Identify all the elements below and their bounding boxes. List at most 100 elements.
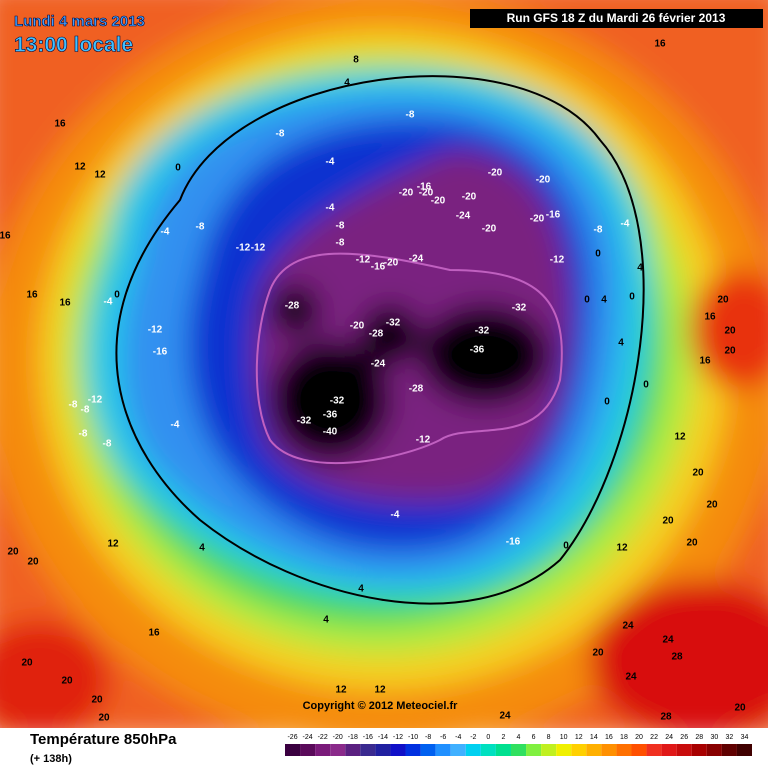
contour-label: 20 bbox=[7, 547, 19, 558]
contour-label: 28 bbox=[671, 652, 683, 663]
legend-label: 10 bbox=[560, 734, 568, 741]
contour-label: 0 bbox=[563, 541, 569, 552]
contour-label: -4 bbox=[326, 203, 335, 214]
contour-label: 4 bbox=[601, 295, 607, 306]
contour-label: 0 bbox=[604, 397, 610, 408]
contour-label: 12 bbox=[94, 170, 106, 181]
run-info: Run GFS 18 Z du Mardi 26 février 2013 bbox=[507, 11, 726, 25]
legend-label: -14 bbox=[378, 734, 388, 741]
contour-label: -16 bbox=[371, 262, 386, 273]
forecast-time: 13:00 locale bbox=[14, 34, 133, 57]
legend-label: 30 bbox=[710, 734, 718, 741]
color-legend: -26 -24 -22 -20 -18 -16 -14 -12 -10 -8 -6 -4 -2 0 2 4 6 8… bbox=[285, 734, 752, 756]
legend-label: -6 bbox=[440, 734, 446, 741]
contour-label: -8 bbox=[406, 110, 415, 121]
contour-label: -16 bbox=[417, 182, 432, 193]
contour-label: 20 bbox=[61, 676, 73, 687]
legend-swatch bbox=[721, 744, 737, 756]
contour-label: 4 bbox=[358, 584, 364, 595]
contour-label: -8 bbox=[196, 222, 205, 233]
contour-label: 16 bbox=[59, 298, 71, 309]
contour-label: -32 bbox=[475, 326, 490, 337]
legend-swatch bbox=[571, 744, 587, 756]
contour-label: 20 bbox=[724, 346, 736, 357]
legend-swatch bbox=[556, 744, 572, 756]
contour-label: 4 bbox=[637, 263, 643, 274]
contour-label: 0 bbox=[114, 290, 120, 301]
footer-subtitle: (+ 138h) bbox=[30, 753, 72, 765]
contour-label: -20 bbox=[431, 196, 446, 207]
contour-label: 4 bbox=[618, 338, 624, 349]
legend-label: -10 bbox=[408, 734, 418, 741]
contour-label: -4 bbox=[171, 420, 180, 431]
contour-label: -16 bbox=[153, 347, 168, 358]
contour-label: 20 bbox=[27, 557, 39, 568]
contour-label: 20 bbox=[592, 648, 604, 659]
contour-label: 28 bbox=[660, 712, 672, 723]
temperature-field bbox=[0, 0, 768, 750]
contour-label: -8 bbox=[69, 400, 78, 411]
contour-label: -12 bbox=[356, 255, 371, 266]
contour-label: -32 bbox=[330, 396, 345, 407]
legend-swatch bbox=[450, 744, 466, 756]
contour-label: -16 bbox=[506, 537, 521, 548]
contour-label: 16 bbox=[148, 628, 160, 639]
contour-label: 20 bbox=[662, 516, 674, 527]
contour-label: 0 bbox=[629, 292, 635, 303]
contour-label: 4 bbox=[199, 543, 205, 554]
legend-swatch bbox=[405, 744, 421, 756]
contour-label: 16 bbox=[654, 39, 666, 50]
contour-label: -24 bbox=[409, 254, 424, 265]
contour-label: 12 bbox=[374, 685, 386, 696]
legend-label: -2 bbox=[470, 734, 476, 741]
contour-label: -20 bbox=[530, 214, 545, 225]
legend-label: 34 bbox=[741, 734, 749, 741]
contour-label: 20 bbox=[692, 468, 704, 479]
contour-label: 4 bbox=[323, 615, 329, 626]
contour-label: 8 bbox=[353, 55, 359, 66]
legend-label: 28 bbox=[695, 734, 703, 741]
contour-label: -40 bbox=[323, 427, 338, 438]
contour-label: 16 bbox=[699, 356, 711, 367]
legend-swatch bbox=[526, 744, 542, 756]
legend-swatch bbox=[646, 744, 662, 756]
contour-label: -32 bbox=[386, 318, 401, 329]
contour-label: -20 bbox=[482, 224, 497, 235]
legend-label: 24 bbox=[665, 734, 673, 741]
legend-swatch bbox=[420, 744, 436, 756]
legend-swatch bbox=[480, 744, 496, 756]
legend-swatch bbox=[631, 744, 647, 756]
legend-label: -26 bbox=[287, 734, 297, 741]
contour-label: 0 bbox=[643, 380, 649, 391]
contour-label: -20 bbox=[419, 188, 434, 199]
contour-label: 20 bbox=[734, 703, 746, 714]
contour-label: -12 bbox=[416, 435, 431, 446]
contour-label: -24 bbox=[371, 359, 386, 370]
contour-label: 20 bbox=[717, 295, 729, 306]
legend-label: 16 bbox=[605, 734, 613, 741]
contour-label: 0 bbox=[584, 295, 590, 306]
legend-label: -22 bbox=[318, 734, 328, 741]
contour-label: 20 bbox=[724, 326, 736, 337]
forecast-date: Lundi 4 mars 2013 bbox=[14, 13, 145, 30]
legend-swatch bbox=[541, 744, 557, 756]
contour-label: -20 bbox=[399, 188, 414, 199]
contour-label: -8 bbox=[594, 225, 603, 236]
contour-label: -8 bbox=[81, 405, 90, 416]
contour-label: 24 bbox=[622, 621, 634, 632]
copyright: Copyright © 2012 Meteociel.fr bbox=[303, 700, 459, 712]
legend-swatch bbox=[661, 744, 677, 756]
contour-label: -4 bbox=[621, 219, 630, 230]
contour-label: 16 bbox=[0, 231, 11, 242]
contour-label: 12 bbox=[335, 685, 347, 696]
legend-label: -8 bbox=[425, 734, 431, 741]
contour-label: -20 bbox=[536, 175, 551, 186]
contour-label: -8 bbox=[103, 439, 112, 450]
contour-label: 12 bbox=[674, 432, 686, 443]
contour-label: -12 bbox=[236, 243, 251, 254]
contour-label: -8 bbox=[336, 238, 345, 249]
contour-label: -28 bbox=[369, 329, 384, 340]
legend-swatch bbox=[375, 744, 391, 756]
contour-label: 20 bbox=[91, 695, 103, 706]
